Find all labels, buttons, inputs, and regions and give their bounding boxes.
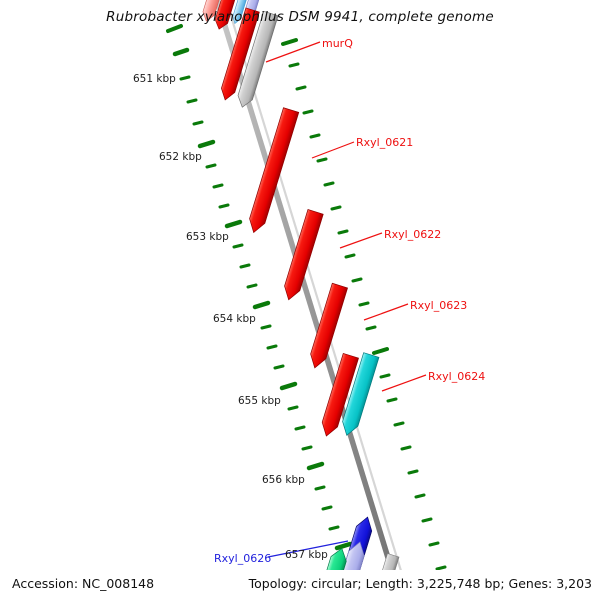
leader-line-Rxyl_0621	[311, 141, 355, 159]
feature-partial-pink[interactable]	[201, 0, 231, 23]
feature-red-lower-group[interactable]	[319, 352, 359, 438]
feature-partial-red-top[interactable]	[213, 0, 245, 31]
leader-line-Rxyl_0624	[381, 374, 427, 392]
feature-Rxyl_0622-body[interactable]	[281, 209, 324, 303]
feature-murQ-group[interactable]	[218, 6, 279, 109]
feature-red-lower-body[interactable]	[319, 352, 359, 438]
feature-label-Rxyl_0626[interactable]: Rxyl_0626	[214, 552, 272, 565]
ruler-tick-label-655: 655 kbp	[238, 395, 281, 407]
ruler-tick-label-652: 652 kbp	[159, 151, 202, 163]
feature-label-Rxyl_0624[interactable]: Rxyl_0624	[428, 370, 486, 383]
ruler-tick-label-657: 657 kbp	[285, 549, 328, 561]
label-leader-lines	[265, 41, 427, 558]
feature-Rxyl_0621-group[interactable]	[246, 107, 300, 235]
feature-Rxyl_0621-body[interactable]	[246, 107, 300, 235]
leader-line-murQ	[265, 41, 321, 63]
feature-partial-skyblue[interactable]	[231, 0, 255, 25]
status-bar: Accession: NC_008148 Topology: circular;…	[0, 570, 600, 600]
feature-murQ-selection-highlight[interactable]	[235, 10, 279, 109]
feature-Rxyl_0623-group[interactable]	[307, 282, 348, 370]
feature-murQ-body[interactable]	[218, 7, 260, 102]
feature-label-Rxyl_0621[interactable]: Rxyl_0621	[356, 136, 414, 149]
feature-Rxyl_0624-body[interactable]	[339, 352, 380, 438]
leader-line-Rxyl_0626	[267, 540, 349, 558]
leader-line-Rxyl_0622	[339, 232, 383, 249]
ruler-tick-label-651: 651 kbp	[133, 73, 176, 85]
ruler-tick-marks	[166, 24, 447, 590]
feature-Rxyl_0624-group[interactable]	[339, 352, 380, 438]
ruler-tick-label-656: 656 kbp	[262, 474, 305, 486]
feature-label-murQ[interactable]: murQ	[322, 37, 353, 50]
page-title: Rubrobacter xylanophilus DSM 9941, compl…	[106, 9, 494, 25]
ruler-tick-label-654: 654 kbp	[213, 313, 256, 325]
ruler-tick-label-653: 653 kbp	[186, 231, 229, 243]
feature-Rxyl_0623-body[interactable]	[307, 282, 348, 370]
feature-label-Rxyl_0622[interactable]: Rxyl_0622	[384, 228, 442, 241]
leader-line-Rxyl_0623	[363, 303, 409, 321]
topology-text: Topology: circular; Length: 3,225,748 bp…	[248, 576, 592, 591]
accession-text: Accession: NC_008148	[12, 576, 155, 591]
feature-Rxyl_0622-group[interactable]	[281, 209, 324, 303]
feature-label-Rxyl_0623[interactable]: Rxyl_0623	[410, 299, 468, 312]
